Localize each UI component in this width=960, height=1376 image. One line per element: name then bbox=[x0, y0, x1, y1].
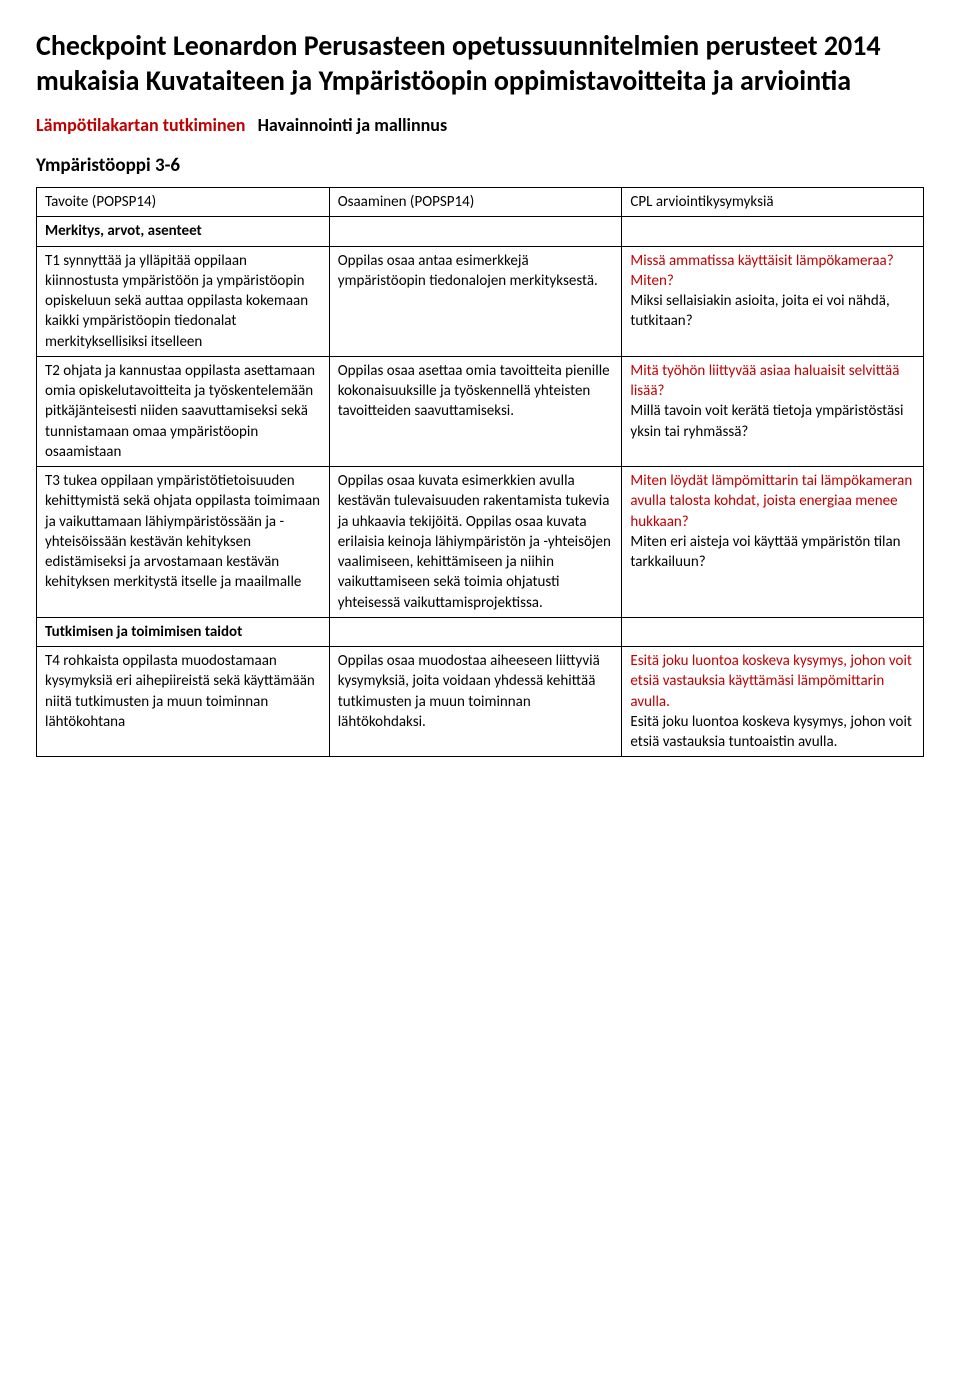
section-row-2: Tutkimisen ja toimimisen taidot bbox=[37, 617, 924, 646]
competence-cell: Oppilas osaa kuvata esimerkkien avulla k… bbox=[329, 467, 622, 618]
col-header-1: Tavoite (POPSP14) bbox=[37, 188, 330, 217]
question-black: Miksi sellaisiakin asioita, joita ei voi… bbox=[630, 292, 889, 330]
question-black: Miten eri aisteja voi käyttää ympäristön… bbox=[630, 533, 900, 571]
section-heading: Ympäristöoppi 3-6 bbox=[36, 154, 924, 177]
question-red: Esitä joku luontoa koskeva kysymys, joho… bbox=[630, 652, 912, 711]
goal-cell: T3 tukea oppilaan ympäristötietoisuuden … bbox=[37, 467, 330, 618]
goal-cell: T4 rohkaista oppilasta muodostamaan kysy… bbox=[37, 647, 330, 757]
question-black: Esitä joku luontoa koskeva kysymys, joho… bbox=[630, 713, 912, 751]
question-black: Millä tavoin voit kerätä tietoja ympäris… bbox=[630, 402, 903, 440]
subtitle-red: Lämpötilakartan tutkiminen bbox=[36, 114, 245, 136]
col-header-3: CPL arviointikysymyksiä bbox=[622, 188, 924, 217]
question-red: Miten löydät lämpömittarin tai lämpökame… bbox=[630, 472, 912, 531]
competence-cell: Oppilas osaa asettaa omia tavoitteita pi… bbox=[329, 356, 622, 466]
section-1-label: Merkitys, arvot, asenteet bbox=[37, 217, 330, 246]
table-header-row: Tavoite (POPSP14) Osaaminen (POPSP14) CP… bbox=[37, 188, 924, 217]
empty-cell bbox=[329, 217, 622, 246]
empty-cell bbox=[329, 617, 622, 646]
empty-cell bbox=[622, 617, 924, 646]
question-red: Missä ammatissa käyttäisit lämpökameraa?… bbox=[630, 252, 893, 290]
table-row: T2 ohjata ja kannustaa oppilasta asettam… bbox=[37, 356, 924, 466]
goal-cell: T2 ohjata ja kannustaa oppilasta asettam… bbox=[37, 356, 330, 466]
subtitle-black: Havainnointi ja mallinnus bbox=[258, 114, 448, 136]
questions-cell: Miten löydät lämpömittarin tai lämpökame… bbox=[622, 467, 924, 618]
competence-cell: Oppilas osaa muodostaa aiheeseen liittyv… bbox=[329, 647, 622, 757]
empty-cell bbox=[622, 217, 924, 246]
section-2-label: Tutkimisen ja toimimisen taidot bbox=[37, 617, 330, 646]
competence-cell: Oppilas osaa antaa esimerkkejä ympäristö… bbox=[329, 246, 622, 356]
goal-cell: T1 synnyttää ja ylläpitää oppilaan kiinn… bbox=[37, 246, 330, 356]
questions-cell: Mitä työhön liittyvää asiaa haluaisit se… bbox=[622, 356, 924, 466]
table-row: T4 rohkaista oppilasta muodostamaan kysy… bbox=[37, 647, 924, 757]
page-title: Checkpoint Leonardon Perusasteen opetuss… bbox=[36, 28, 924, 98]
table-row: T1 synnyttää ja ylläpitää oppilaan kiinn… bbox=[37, 246, 924, 356]
curriculum-table: Tavoite (POPSP14) Osaaminen (POPSP14) CP… bbox=[36, 187, 924, 757]
col-header-2: Osaaminen (POPSP14) bbox=[329, 188, 622, 217]
subtitle: Lämpötilakartan tutkiminen Havainnointi … bbox=[36, 114, 924, 136]
question-red: Mitä työhön liittyvää asiaa haluaisit se… bbox=[630, 362, 899, 400]
table-row: T3 tukea oppilaan ympäristötietoisuuden … bbox=[37, 467, 924, 618]
questions-cell: Esitä joku luontoa koskeva kysymys, joho… bbox=[622, 647, 924, 757]
section-row-1: Merkitys, arvot, asenteet bbox=[37, 217, 924, 246]
questions-cell: Missä ammatissa käyttäisit lämpökameraa?… bbox=[622, 246, 924, 356]
